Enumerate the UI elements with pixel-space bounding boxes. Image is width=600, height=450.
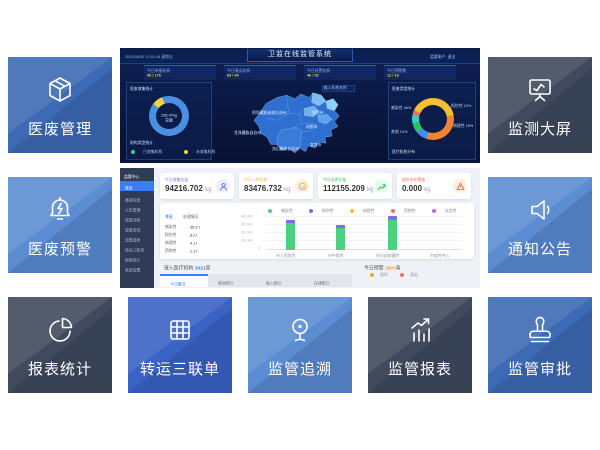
tab-online: 在线统计 <box>304 274 352 287</box>
presentation-icon <box>529 79 551 102</box>
admin-brand: 监管中心 <box>124 175 140 180</box>
tile-medical-waste-warning[interactable]: 医废预警 <box>8 177 112 273</box>
connected-hospitals-count: 接入医疗机构 3021家 <box>164 265 211 271</box>
tile-label: 医废预警 <box>27 241 92 258</box>
big-screen-user-logout: 监管账户 退出 <box>430 55 456 60</box>
alarm-bell-icon <box>50 196 70 220</box>
bar-hospital-1 <box>286 220 295 250</box>
stat-box: 今日收运机构 83 / 94 <box>224 65 296 80</box>
stat-cards-row: 今日收集总量 94216.702 kg 今日入库总量 83476.732 kg … <box>160 173 471 199</box>
tile-report-statistics[interactable]: 报表统计 <box>8 297 112 393</box>
waste-bar-chart-card: 今日 处理情况 感染性 36.5 t 损伤性 8.2 t 病理性 4.1 t 药… <box>160 203 474 259</box>
waste-type-donut-chart <box>412 98 454 140</box>
sichuan-map: 输入机构名称 阿坝藏族羌族自治州 甘孜藏族自治州 凉山彝族自治州 成都市 绵阳市… <box>214 82 384 160</box>
stat-box: 今日预警数 12 / 18 <box>384 65 456 80</box>
user-icon <box>216 179 230 193</box>
stat-card-inbound: 今日入库总量 83476.732 kg <box>239 173 313 199</box>
collection-donut-chart: 235.47kg 总量 <box>149 96 189 136</box>
big-screen-datetime: 2019/08/30 12:01:46 星期五 <box>125 55 173 60</box>
map-region-label: 甘孜藏族自治州 <box>234 131 261 136</box>
map-search-input: 输入机构名称 <box>322 85 355 92</box>
admin-dashboard-preview[interactable]: 监管中心 首页 基础信息 公告管理 监管台账 监管审批 监管报表 转运三联单 报… <box>120 168 480 288</box>
sidebar-item: 监管台账 <box>125 218 141 223</box>
bar-hospital-3 <box>388 216 397 250</box>
stamp-icon <box>529 316 551 343</box>
chart-legend: 感染性 损伤性 病理性 药物性 化学性 <box>268 206 466 216</box>
tile-label: 监管追溯 <box>267 361 332 378</box>
speaker-icon <box>531 200 550 220</box>
bar-plot-area <box>266 216 462 250</box>
bar-hospital-2 <box>336 225 345 250</box>
tile-supervision-report[interactable]: 监管报表 <box>368 297 472 393</box>
sichuan-map-shape <box>253 92 340 154</box>
tab-transport: 收运统计 <box>208 274 256 287</box>
tab-overview: 今日概况 <box>160 274 208 287</box>
bar-chart-icon <box>411 318 430 342</box>
sidebar-item: 转运三联单 <box>125 248 145 253</box>
big-screen-stats-row: 今日申报机构 98 / 176 今日收运机构 83 / 94 今日处置机构 46… <box>144 65 456 80</box>
side-row: 药物性 1.3 t <box>165 249 198 254</box>
sidebar-item-home: 首页 <box>120 181 154 191</box>
stat-card-collected: 今日收集总量 94216.702 kg <box>160 173 234 199</box>
map-region-label: 凉山彝族自治州 <box>272 147 299 152</box>
big-screen-dashboard-preview[interactable]: 2019/08/30 12:01:46 星期五 卫监在线监管系统 监管账户 退出… <box>120 48 480 163</box>
sidebar-item: 系统设置 <box>125 268 141 273</box>
tile-label: 医废管理 <box>27 121 92 138</box>
tile-label: 监管审批 <box>507 361 572 378</box>
sidebar-item: 监管审批 <box>125 228 141 233</box>
tile-label: 转运三联单 <box>139 361 220 378</box>
collection-stats-panel: 医废收集统计 235.47kg 总量 机构类型统计 已收集机构 未收集机构 <box>126 82 215 160</box>
bottom-tab-bar: 今日概况 收运统计 接入统计 在线统计 <box>160 274 352 287</box>
big-screen-title: 卫监在线监管系统 <box>247 49 353 62</box>
camera-icon <box>292 318 308 342</box>
collection-legend: 已收集机构 未收集机构 <box>131 147 231 157</box>
map-region-label: 阿坝藏族羌族自治州 <box>252 111 287 116</box>
sidebar-item: 基础信息 <box>125 198 141 203</box>
map-region-label: 成都市 <box>306 125 318 130</box>
tile-label: 监测大屏 <box>507 121 572 138</box>
alert-icon <box>453 179 467 193</box>
stat-box: 今日处置机构 46 / 52 <box>304 65 376 80</box>
tab-access: 接入统计 <box>256 274 304 287</box>
pie-chart-icon <box>49 317 73 342</box>
tile-supervision-approval[interactable]: 监管审批 <box>488 297 592 393</box>
waste-type-panel: 医废类型统计 感染性 46% 损伤性 22% 病理性 18% 其他 14% 医疗… <box>388 82 476 160</box>
tile-monitor-big-screen[interactable]: 监测大屏 <box>488 57 592 153</box>
cube-icon <box>49 77 71 102</box>
tile-label: 监管报表 <box>387 361 452 378</box>
sidebar-item: 报表统计 <box>125 258 141 263</box>
side-row: 感染性 36.5 t <box>165 225 201 230</box>
sidebar-item: 监管报表 <box>125 238 141 243</box>
tile-medical-waste-management[interactable]: 医废管理 <box>8 57 112 153</box>
tile-label: 报表统计 <box>27 361 92 378</box>
tile-supervision-trace[interactable]: 监管追溯 <box>248 297 352 393</box>
tile-notice-announcement[interactable]: 通知公告 <box>488 177 592 273</box>
chart-side-tabs: 今日 处理情况 <box>165 215 199 220</box>
grid-icon <box>170 320 190 340</box>
big-screen-header: 2019/08/30 12:01:46 星期五 卫监在线监管系统 监管账户 退出 <box>120 48 480 64</box>
sidebar-item: 公告管理 <box>125 208 141 213</box>
side-row: 病理性 4.1 t <box>165 241 198 246</box>
tile-transfer-triplicate[interactable]: 转运三联单 <box>128 297 232 393</box>
today-warning-count: 今日预警 1600条 <box>364 265 401 271</box>
smile-icon <box>295 179 309 193</box>
side-row: 损伤性 8.2 t <box>165 233 198 238</box>
map-region-label: 绵阳市 <box>312 111 324 116</box>
tile-label: 通知公告 <box>507 241 572 258</box>
stat-box: 今日申报机构 98 / 176 <box>144 65 216 80</box>
admin-sidebar: 监管中心 首页 基础信息 公告管理 监管台账 监管审批 监管报表 转运三联单 报… <box>120 168 154 288</box>
map-region-label: 宜宾市 <box>310 143 322 148</box>
warning-legend: 超时 满溢 <box>370 270 424 280</box>
stat-card-outbound: 今日出库总量 112155.209 kg <box>318 173 392 199</box>
trend-icon <box>374 179 388 193</box>
stat-card-overdue: 超时未处置量 0.000 kg <box>397 173 471 199</box>
